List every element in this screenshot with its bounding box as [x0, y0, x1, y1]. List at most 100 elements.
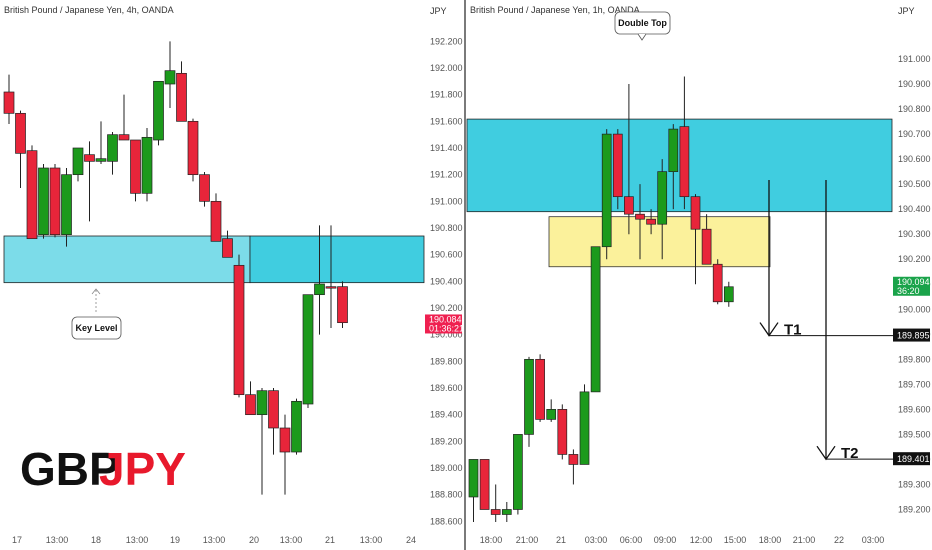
right-candle: [635, 213, 645, 220]
right-y-tick-label: 190.800: [898, 104, 931, 114]
right-candle: [579, 391, 590, 465]
left-x-tick-label: 13:00: [280, 535, 303, 545]
double-top-zone: [548, 216, 771, 268]
left-candle: [95, 158, 107, 162]
right-candle: [723, 286, 734, 303]
right-candle: [679, 126, 690, 198]
left-candle: [84, 154, 95, 162]
right-currency-label: JPY: [898, 6, 915, 16]
left-x-tick-label: 13:00: [126, 535, 149, 545]
left-candle: [210, 200, 222, 242]
left-candle: [38, 167, 49, 236]
right-candle: [535, 358, 545, 420]
left-candle: [291, 400, 302, 453]
left-candle: [314, 283, 325, 296]
double-top-callout-pointer: [637, 33, 647, 41]
left-y-tick-label: 192.000: [430, 63, 463, 73]
left-y-tick-label: 192.200: [430, 36, 463, 46]
left-x-tick-label: 13:00: [46, 535, 69, 545]
right-candle: [468, 459, 479, 498]
left-y-tick-label: 190.000: [430, 330, 463, 340]
left-candle: [153, 80, 164, 141]
left-candle: [187, 120, 199, 176]
right-x-tick-label: 12:00: [690, 535, 713, 545]
left-candle: [222, 238, 233, 258]
right-y-tick-label: 190.500: [898, 179, 931, 189]
left-candle: [199, 174, 210, 202]
right-candle: [601, 133, 612, 248]
right-candle: [701, 228, 712, 265]
right-y-tick-label: 189.300: [898, 479, 931, 489]
target-2-label: T2: [841, 445, 859, 462]
brand-gbp-text: GBP: [20, 443, 120, 495]
right-candle: [501, 509, 512, 515]
right-candle: [657, 171, 668, 225]
target-1-label: T1: [784, 322, 802, 339]
right-y-tick-label: 189.200: [898, 504, 931, 514]
left-candle: [337, 286, 348, 324]
left-x-tick-label: 19: [170, 535, 180, 545]
right-x-tick-label: 21:00: [516, 535, 539, 545]
left-x-tick-label: 17: [12, 535, 22, 545]
target-2-price-value: 189.401: [897, 454, 930, 464]
left-price-tag: [425, 314, 462, 334]
right-y-tick-label: 191.000: [898, 54, 931, 64]
left-candle: [256, 390, 268, 416]
left-y-tick-label: 191.600: [430, 116, 463, 126]
left-y-tick-label: 188.800: [430, 490, 463, 500]
right-x-tick-label: 06:00: [620, 535, 643, 545]
right-y-tick-label: 190.700: [898, 129, 931, 139]
right-candle: [479, 459, 490, 510]
left-y-tick-label: 191.200: [430, 170, 463, 180]
left-price-tag-countdown: 01:36:21: [429, 323, 464, 333]
left-y-tick-label: 190.600: [430, 250, 463, 260]
left-y-tick-label: 190.800: [430, 223, 463, 233]
right-candle: [513, 434, 523, 510]
right-y-tick-label: 189.800: [898, 354, 931, 364]
left-y-tick-label: 191.400: [430, 143, 463, 153]
left-y-tick-label: 189.800: [430, 356, 463, 366]
right-y-tick-label: 189.600: [898, 404, 931, 414]
right-candle: [624, 196, 634, 215]
right-candle: [590, 246, 601, 393]
left-y-tick-label: 189.600: [430, 383, 463, 393]
right-x-tick-label: 09:00: [654, 535, 677, 545]
left-x-tick-label: 13:00: [360, 535, 383, 545]
left-y-tick-label: 189.400: [430, 410, 463, 420]
right-x-tick-label: 15:00: [724, 535, 747, 545]
right-candle: [646, 218, 656, 225]
left-candle: [164, 70, 176, 85]
left-candle: [49, 167, 61, 236]
left-candle: [72, 147, 84, 176]
left-x-tick-label: 20: [249, 535, 259, 545]
left-candle: [325, 286, 337, 289]
resistance-zone: [466, 118, 893, 213]
right-x-tick-label: 21:00: [793, 535, 816, 545]
right-candle: [557, 409, 568, 455]
right-x-tick-label: 03:00: [585, 535, 608, 545]
left-candle: [118, 134, 130, 141]
left-candle: [302, 294, 314, 405]
target-1-price-value: 189.895: [897, 331, 930, 341]
key-level-pointer-arrow: [91, 288, 101, 295]
right-x-tick-label: 22: [834, 535, 844, 545]
right-candle: [546, 409, 557, 420]
left-y-tick-label: 189.000: [430, 463, 463, 473]
left-y-tick-label: 191.000: [430, 196, 463, 206]
right-candle: [712, 263, 723, 303]
brand-jpy-text: JPY: [99, 443, 186, 495]
left-candle: [107, 134, 118, 162]
key-level-zone-light: [3, 235, 251, 284]
left-x-tick-label: 21: [325, 535, 335, 545]
left-candle: [268, 390, 279, 429]
right-candle: [524, 358, 534, 435]
right-price-tag: [893, 276, 930, 296]
left-currency-label: JPY: [430, 6, 447, 16]
right-chart-title: British Pound / Japanese Yen, 1h, OANDA: [470, 5, 640, 15]
right-x-tick-label: 18:00: [480, 535, 503, 545]
left-y-tick-label: 191.800: [430, 90, 463, 100]
right-candle: [490, 509, 501, 515]
right-candle: [690, 196, 701, 230]
left-candle: [141, 136, 153, 194]
